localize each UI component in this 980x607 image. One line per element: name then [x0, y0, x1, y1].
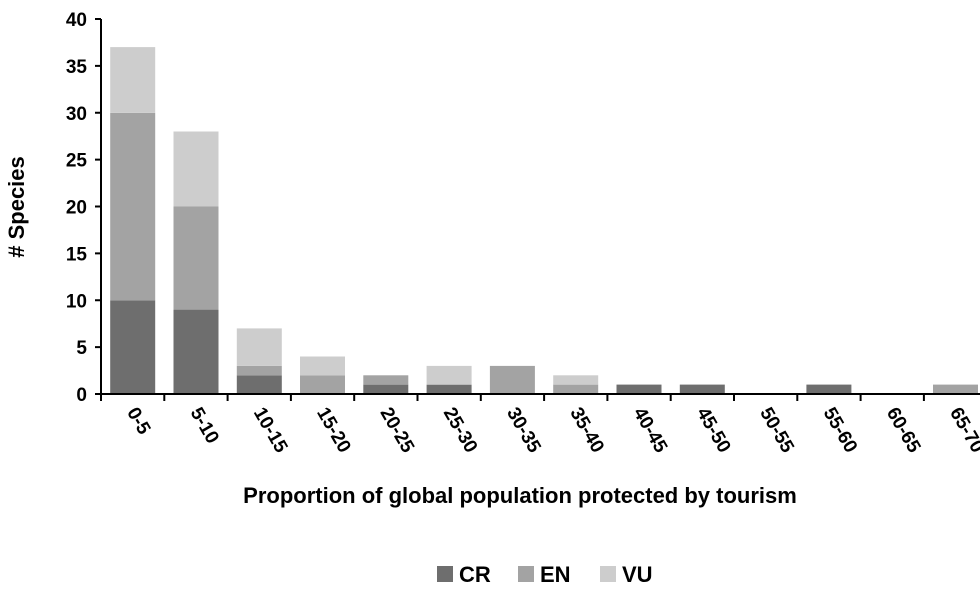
y-tick-label: 15	[66, 244, 88, 265]
y-tick-label: 20	[66, 198, 87, 219]
y-tick-label: 35	[66, 57, 88, 78]
x-tick-label: 35-40	[565, 404, 607, 457]
x-tick-label: 60-65	[882, 404, 925, 457]
x-tick-label: 10-15	[249, 404, 292, 457]
bar-en-5-10	[173, 206, 219, 310]
legend-swatch-vu	[600, 566, 616, 582]
bar-en-15-20	[300, 375, 345, 395]
bar-vu-35-40	[553, 375, 599, 385]
y-tick-label: 0	[76, 385, 87, 406]
bar-cr-5-10	[173, 309, 219, 394]
bar-vu-10-15	[236, 328, 282, 366]
x-tick-label: 40-45	[629, 404, 672, 457]
bar-en-30-35	[489, 365, 535, 394]
x-ticks-group: 0-5 5-10 10-15 15-20 20-25 25-30 30-35 35-40 40-…	[100, 394, 980, 457]
bar-en-10-15	[236, 365, 282, 376]
bar-cr-10-15	[236, 375, 282, 395]
bar-vu-0-5	[110, 47, 156, 113]
x-tick-label: 20-25	[376, 404, 419, 457]
y-axis-title: # Species	[4, 156, 29, 258]
bar-cr-20-25	[363, 384, 409, 394]
x-tick-label: 65-70	[945, 404, 980, 457]
legend-label-vu: VU	[622, 562, 653, 587]
bars-group	[110, 47, 978, 395]
legend-label-en: EN	[540, 562, 571, 587]
bar-en-65-70	[933, 384, 978, 394]
y-tick-label: 25	[66, 151, 88, 172]
bar-cr-40-45	[616, 384, 662, 394]
bar-vu-25-30	[426, 365, 472, 385]
x-tick-label: 50-55	[755, 404, 798, 457]
y-tick-label: 30	[66, 104, 87, 125]
bar-cr-45-50	[679, 384, 725, 394]
x-tick-label: 55-60	[819, 404, 861, 457]
x-axis-title: Proportion of global population protecte…	[243, 483, 797, 508]
x-tick-label: 0-5	[122, 404, 154, 439]
legend-swatch-cr	[437, 566, 453, 582]
bar-en-20-25	[363, 375, 409, 385]
x-tick-label: 30-35	[502, 404, 545, 457]
bar-en-0-5	[110, 112, 156, 301]
x-tick-label: 45-50	[692, 404, 734, 457]
x-tick-label: 15-20	[312, 404, 354, 457]
bar-vu-15-20	[300, 356, 345, 376]
bar-cr-55-60	[806, 384, 852, 394]
y-tick-label: 10	[66, 291, 87, 312]
bar-cr-0-5	[110, 300, 156, 395]
y-tick-label: 40	[66, 10, 87, 31]
bar-vu-5-10	[173, 131, 219, 207]
y-tick-label: 5	[76, 338, 87, 359]
bar-cr-25-30	[426, 384, 472, 394]
bar-en-35-40	[553, 384, 599, 394]
legend-label-cr: CR	[459, 562, 491, 587]
x-tick-label: 5-10	[186, 404, 223, 447]
x-tick-label: 25-30	[439, 404, 481, 457]
legend: CR EN VU	[437, 562, 653, 587]
y-ticks-group: 0 5 10 15 20 25 30 35 40	[66, 10, 101, 406]
legend-swatch-en	[518, 566, 534, 582]
